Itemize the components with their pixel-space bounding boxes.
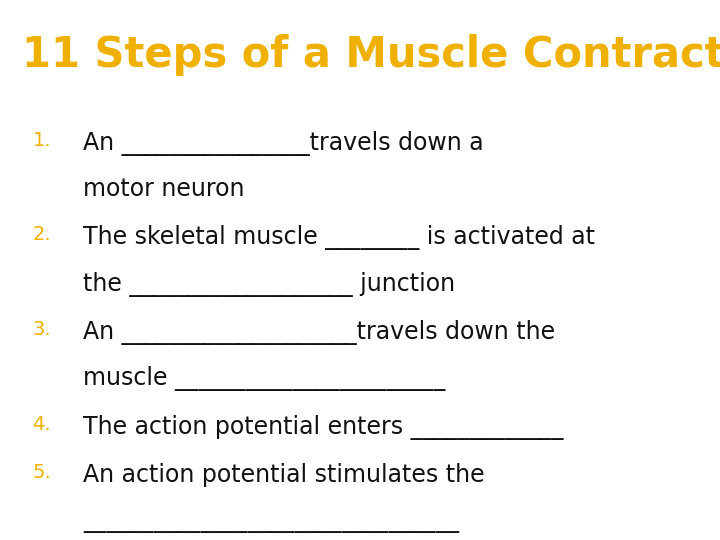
Text: 11 Steps of a Muscle Contraction: 11 Steps of a Muscle Contraction bbox=[22, 34, 720, 76]
Text: 4.: 4. bbox=[32, 415, 51, 434]
Text: An action potential stimulates the: An action potential stimulates the bbox=[83, 463, 485, 487]
Text: ________________________________: ________________________________ bbox=[83, 509, 459, 533]
Text: 1.: 1. bbox=[32, 131, 51, 150]
Text: The skeletal muscle ________ is activated at: The skeletal muscle ________ is activate… bbox=[83, 225, 595, 251]
Text: the ___________________ junction: the ___________________ junction bbox=[83, 272, 455, 296]
Text: 5.: 5. bbox=[32, 463, 51, 482]
Text: The action potential enters _____________: The action potential enters ____________… bbox=[83, 415, 563, 440]
Text: An ________________travels down a: An ________________travels down a bbox=[83, 131, 483, 156]
Text: 3.: 3. bbox=[32, 320, 51, 339]
Text: An ____________________travels down the: An ____________________travels down the bbox=[83, 320, 555, 345]
Text: 2.: 2. bbox=[32, 225, 51, 244]
Text: muscle _______________________: muscle _______________________ bbox=[83, 366, 445, 391]
Text: motor neuron: motor neuron bbox=[83, 177, 244, 201]
